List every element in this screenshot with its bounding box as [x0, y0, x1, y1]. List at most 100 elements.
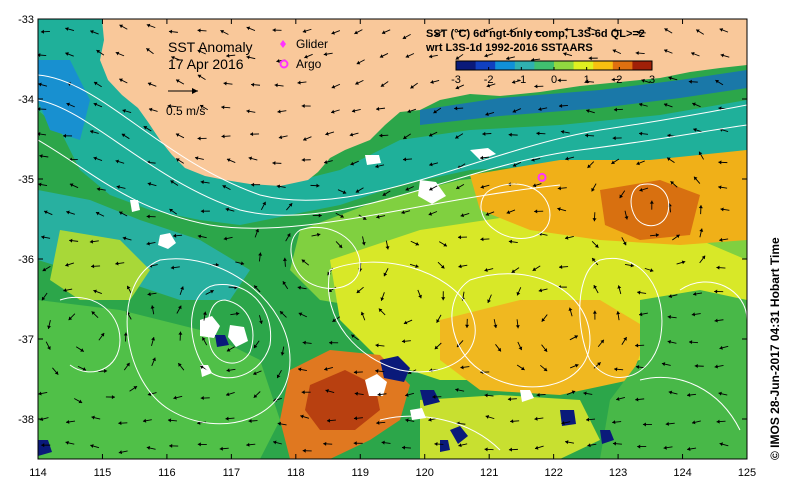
current-vector-head — [147, 292, 151, 297]
current-vector-head — [151, 337, 156, 341]
current-vector-head — [403, 157, 407, 162]
current-vector-head — [376, 420, 380, 425]
current-vector-head — [592, 258, 596, 262]
current-vector-head — [377, 392, 381, 397]
current-vector-head — [349, 132, 354, 137]
current-vector-head — [331, 109, 335, 114]
contour-line — [679, 281, 747, 321]
current-vector-head — [210, 289, 214, 294]
current-vector-head — [80, 348, 84, 352]
current-vector-head — [167, 418, 172, 423]
current-vector-head — [588, 56, 592, 61]
current-vector-head — [639, 187, 643, 192]
current-vector-head — [380, 297, 385, 301]
current-vector-head — [611, 160, 615, 164]
contour-line — [480, 183, 551, 239]
current-vector-head — [65, 52, 69, 56]
current-vector-head — [178, 363, 182, 367]
colorbar-swatch — [554, 61, 575, 70]
current-vector-head — [543, 348, 548, 352]
current-vector-head — [168, 29, 173, 34]
colorbar-tick-label: -2 — [484, 74, 494, 86]
current-vector-head — [236, 311, 240, 316]
current-vector-head — [484, 28, 489, 33]
current-vector-head — [170, 265, 175, 270]
current-vector-head — [298, 367, 302, 372]
current-vector-head — [121, 133, 126, 138]
current-vector-head — [428, 211, 433, 216]
current-vector-head — [167, 104, 171, 109]
current-vector-head — [63, 288, 67, 293]
current-vector-head — [639, 131, 643, 136]
current-vector-head — [301, 157, 305, 162]
colorbar-swatch — [632, 61, 653, 70]
legend-argo-label: Argo — [296, 57, 322, 71]
current-vector-head — [90, 129, 94, 134]
current-vector-head — [301, 259, 306, 264]
current-vector-head — [42, 267, 47, 272]
current-vector-head — [480, 155, 484, 160]
cold-speck-patch — [420, 390, 440, 406]
current-vector-head — [597, 362, 601, 366]
current-vector-head — [587, 443, 591, 448]
current-vector-head — [286, 233, 291, 237]
current-vector-head — [340, 214, 344, 218]
current-vector-head — [325, 389, 329, 393]
cold-speck-patch — [600, 430, 614, 444]
current-vector-head — [316, 183, 320, 188]
current-vector-head — [200, 365, 204, 370]
current-vector-head — [152, 357, 156, 362]
current-vector-head — [253, 394, 258, 398]
current-vector-head — [148, 107, 153, 112]
current-vector-head — [332, 318, 337, 322]
current-vector-head — [689, 340, 693, 345]
current-vector-head — [508, 239, 513, 244]
current-vector-head — [649, 200, 654, 204]
current-vector-head — [301, 390, 305, 395]
current-vector-head — [282, 281, 287, 285]
current-vector-head — [565, 235, 569, 240]
current-vector-head — [543, 367, 548, 372]
current-vector-head — [536, 131, 540, 136]
current-vector-head — [641, 78, 645, 83]
current-vector-head — [66, 419, 70, 424]
current-vector-head — [692, 420, 696, 425]
current-vector-head — [410, 85, 414, 89]
current-vector-head — [430, 80, 434, 84]
current-vector-head — [82, 367, 87, 371]
current-vector-head — [146, 241, 150, 246]
current-vector-head — [458, 443, 462, 448]
current-vector-head — [480, 184, 485, 189]
current-vector-head — [96, 50, 101, 54]
green-southeast — [600, 290, 747, 459]
current-vector-head — [435, 31, 439, 36]
current-vector-head — [560, 129, 565, 134]
current-vector-head — [443, 242, 447, 247]
current-vector-head — [277, 109, 281, 114]
contour-line — [191, 283, 272, 379]
current-vector-head — [276, 59, 280, 63]
current-vector-head — [460, 365, 464, 370]
current-vector-head — [718, 391, 722, 396]
current-vector-head — [698, 205, 703, 209]
current-vector-head — [354, 391, 358, 396]
current-vector-head — [126, 285, 131, 290]
current-vector-head — [698, 151, 703, 156]
current-vector-head — [150, 305, 155, 309]
current-vector-head — [383, 272, 388, 277]
current-vector-head — [508, 132, 512, 137]
current-vector-head — [587, 26, 591, 31]
cold-speck-patch — [215, 335, 229, 347]
current-vector-head — [226, 158, 231, 163]
contour-line — [639, 376, 741, 431]
current-vector-head — [173, 233, 177, 238]
current-vector-head — [484, 268, 488, 272]
current-vector-head — [532, 267, 537, 271]
colorbar-tick-label: 1 — [584, 74, 590, 86]
current-vector-head — [200, 209, 204, 214]
current-vector-head — [586, 417, 590, 422]
current-vector-head — [118, 450, 123, 455]
current-vector-head — [329, 340, 333, 345]
colorbar-tick-label: -3 — [451, 74, 461, 86]
current-vector-head — [622, 241, 627, 246]
